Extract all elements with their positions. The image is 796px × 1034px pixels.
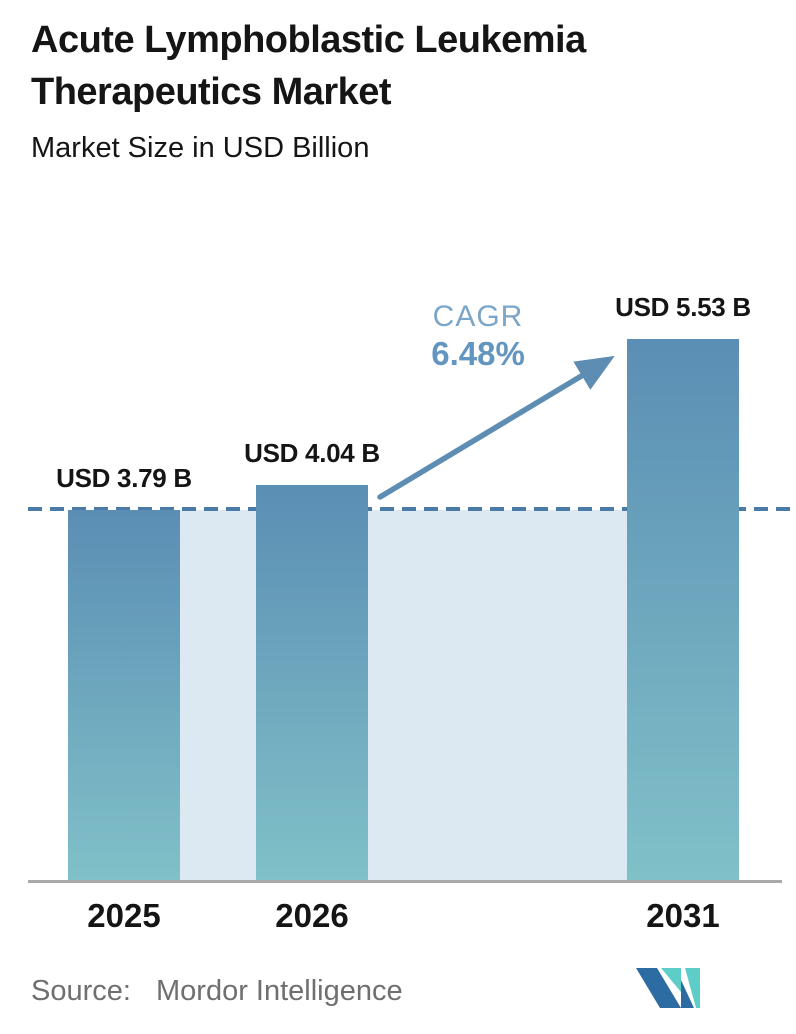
x-tick-2031: 2031 bbox=[646, 897, 720, 934]
source-value: Mordor Intelligence bbox=[156, 975, 403, 1007]
mordor-intelligence-logo bbox=[636, 968, 700, 1008]
growth-arrow-icon bbox=[377, 355, 615, 500]
x-tick-2026: 2026 bbox=[275, 897, 349, 934]
x-tick-2025: 2025 bbox=[87, 897, 161, 934]
bar-2025 bbox=[68, 510, 180, 882]
reference-dashed-line bbox=[28, 507, 790, 511]
bar-value-label-2031: USD 5.53 B bbox=[615, 292, 751, 322]
title-line-1: Acute Lymphoblastic Leukemia bbox=[31, 19, 586, 61]
page-title: Acute Lymphoblastic Leukemia Therapeutic… bbox=[31, 14, 751, 118]
bar-value-label-2025: USD 3.79 B bbox=[56, 463, 192, 493]
source-attribution: Source: Mordor Intelligence bbox=[31, 975, 403, 1008]
bar-value-label-2026: USD 4.04 B bbox=[244, 438, 380, 468]
bar-2031 bbox=[627, 339, 739, 882]
cagr-value: 6.48% bbox=[431, 335, 525, 372]
x-axis-line bbox=[28, 880, 782, 883]
title-line-2: Therapeutics Market bbox=[31, 71, 392, 113]
source-label: Source: bbox=[31, 975, 131, 1007]
cagr-annotation: CAGR 6.48% bbox=[431, 300, 525, 374]
page-subtitle: Market Size in USD Billion bbox=[31, 132, 370, 164]
bar-2026 bbox=[256, 485, 368, 882]
cagr-label: CAGR bbox=[432, 300, 524, 333]
